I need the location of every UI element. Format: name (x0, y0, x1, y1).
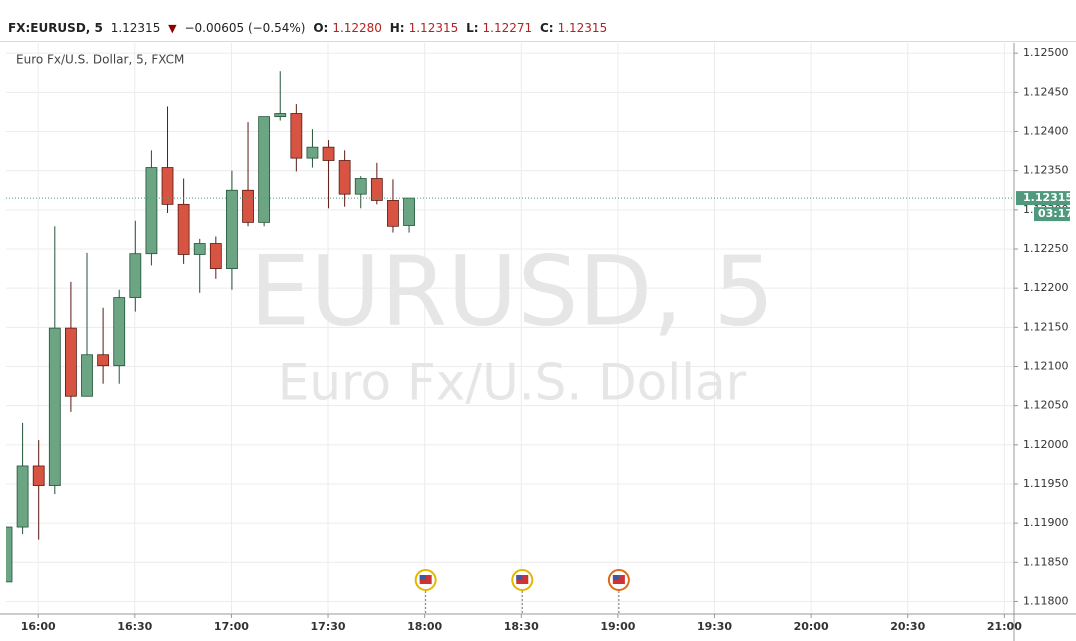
countdown: 03:17 (1038, 207, 1073, 220)
x-tick-label: 20:30 (890, 620, 925, 633)
y-tick-label: 1.12150 (1023, 320, 1069, 333)
y-tick-label: 1.12500 (1023, 46, 1069, 59)
candle-body (226, 189, 238, 269)
symbol: FX:EURUSD, 5 (8, 21, 103, 35)
x-tick-label: 19:00 (600, 620, 635, 633)
ohlc-value: 1.12315 (557, 21, 608, 35)
candle-body (403, 197, 415, 226)
candle-body (274, 113, 287, 118)
candle-body (48, 327, 61, 486)
candle-body (338, 160, 351, 195)
x-tick-label: 20:00 (794, 620, 829, 633)
flag-canton (612, 575, 619, 580)
candle-body (129, 253, 142, 298)
header-row: FX:EURUSD, 5 1.12315 ▼ −0.00605 (−0.54%)… (8, 21, 611, 35)
price-label: 1.12315 (1023, 191, 1073, 204)
ohlc-label: H: (389, 21, 405, 35)
candle-body (113, 297, 126, 367)
x-tick-label: 16:30 (117, 620, 152, 633)
x-tick-label: 16:00 (21, 620, 56, 633)
candle-body (242, 189, 254, 223)
countdown-box (1034, 207, 1070, 222)
candle-body (322, 146, 335, 161)
y-tick-label: 1.12000 (1023, 438, 1069, 451)
y-tick-label: 1.12400 (1023, 125, 1069, 138)
ohlc-label: O: (313, 21, 329, 35)
flag-canton (516, 575, 523, 580)
y-tick-label: 1.12250 (1023, 242, 1069, 255)
y-tick-label: 1.11950 (1023, 477, 1069, 490)
candle-body (290, 113, 303, 159)
arrow: ▼ (168, 22, 177, 35)
candle-body (161, 167, 174, 205)
y-tick-label: 1.12350 (1023, 164, 1069, 177)
last: 1.12315 (110, 21, 161, 35)
candle-body (370, 178, 383, 201)
candle-body (145, 167, 158, 255)
header: FX:EURUSD, 5 1.12315 ▼ −0.00605 (−0.54%)… (0, 0, 1076, 42)
ohlc-label: C: (539, 21, 554, 35)
ohlc-value: 1.12315 (408, 21, 459, 35)
candle-body (65, 327, 77, 397)
candle-body (193, 243, 206, 255)
x-tick-label: 19:30 (697, 620, 732, 633)
x-tick-label: 18:30 (504, 620, 539, 633)
candle-body (6, 526, 13, 583)
candle-body (16, 465, 29, 528)
y-tick-label: 1.12100 (1023, 359, 1069, 372)
candle-body (354, 178, 367, 195)
candle-body (177, 203, 190, 255)
price-box (1016, 191, 1070, 206)
y-tick-label: 1.11850 (1023, 555, 1069, 568)
ohlc-label: L: (466, 21, 479, 35)
candle-body (258, 116, 271, 223)
chart-title: Euro Fx/U.S. Dollar, 5, FXCM (16, 53, 184, 67)
flag-canton (419, 575, 426, 580)
candle-body (306, 146, 319, 159)
x-tick-label: 21:00 (987, 620, 1022, 633)
x-tick-label: 18:00 (407, 620, 442, 633)
watermark: EURUSD, 5 (250, 235, 775, 347)
candle-body (81, 354, 93, 397)
change: −0.00605 (−0.54%) (184, 21, 306, 35)
y-tick-label: 1.12450 (1023, 85, 1069, 98)
y-tick-label: 1.12050 (1023, 399, 1069, 412)
ohlc-value: 1.12280 (332, 21, 382, 35)
candle-body (32, 465, 45, 486)
ohlc-value: 1.12271 (482, 21, 533, 35)
watermark: Euro Fx/U.S. Dollar (278, 354, 747, 412)
y-tick-label: 1.11900 (1023, 516, 1069, 529)
x-tick-label: 17:00 (214, 620, 249, 633)
candle-body (387, 200, 399, 227)
candle-body (97, 354, 110, 367)
x-tick-label: 17:30 (311, 620, 346, 633)
candles (6, 71, 415, 583)
y-tick-label: 1.11800 (1023, 594, 1069, 607)
y-tick-label: 1.12200 (1023, 281, 1069, 294)
candle-body (209, 243, 222, 269)
